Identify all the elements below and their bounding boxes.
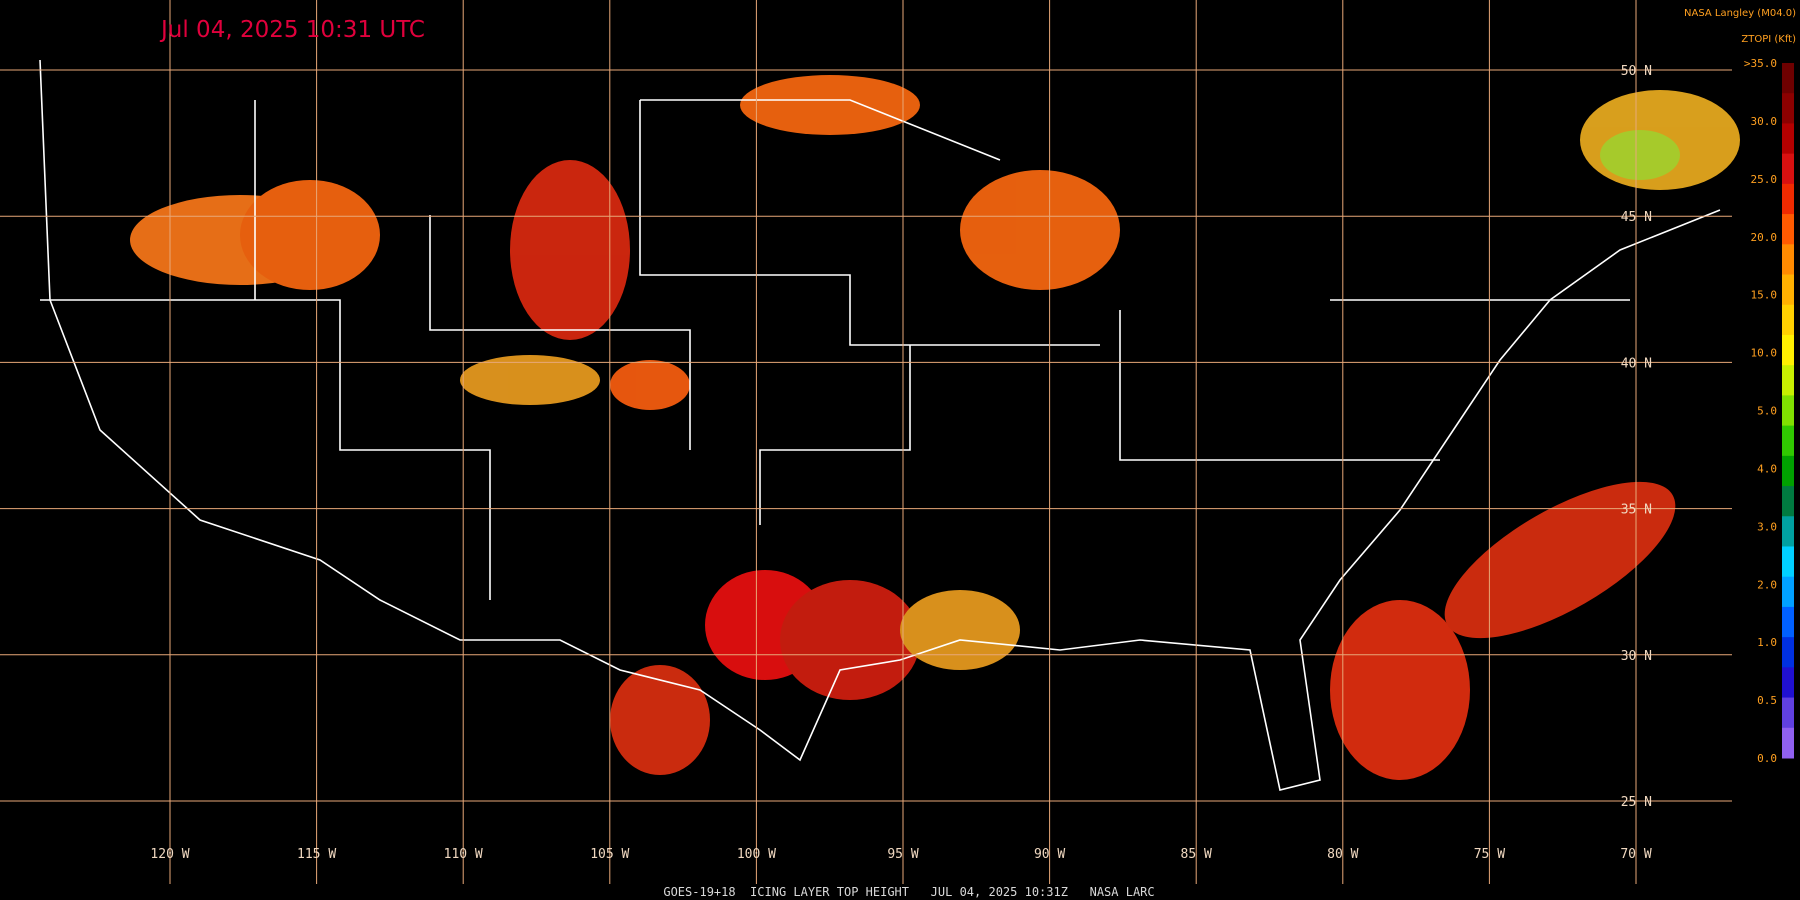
colorbar-label: 30.0	[1751, 115, 1778, 128]
longitude-label: 120 W	[150, 847, 189, 862]
colorbar-label: 10.0	[1751, 347, 1778, 360]
colorbar-segment	[1782, 334, 1794, 366]
colorbar-segment	[1782, 244, 1794, 276]
timestamp: Jul 04, 2025 10:31 UTC	[159, 17, 425, 43]
colorbar-segment	[1782, 576, 1794, 608]
footer-caption: GOES-19+18 ICING LAYER TOP HEIGHT JUL 04…	[663, 885, 1154, 899]
state-lines	[40, 99, 1630, 600]
coastline	[39, 59, 1721, 791]
colorbar-label: 0.0	[1757, 752, 1777, 765]
longitude-label: 115 W	[297, 847, 336, 862]
colorbar-segment	[1782, 365, 1794, 396]
longitude-label: 90 W	[1034, 847, 1065, 862]
longitude-label: 75 W	[1474, 847, 1505, 862]
colorbar-segment	[1782, 455, 1794, 487]
longitude-label: 95 W	[887, 847, 918, 862]
colorbar-segment	[1782, 395, 1794, 427]
colorbar-segment	[1782, 516, 1794, 547]
colorbar-segment	[1782, 274, 1794, 306]
colorbar-segment	[1782, 667, 1794, 699]
colorbar-segment	[1782, 637, 1794, 668]
cloud	[1600, 130, 1680, 180]
colorbar-label: 0.5	[1757, 694, 1777, 707]
longitude-label: 100 W	[737, 847, 776, 862]
colorbar-segment	[1782, 546, 1794, 578]
cloud	[740, 75, 920, 135]
cloud	[780, 580, 920, 700]
colorbar-segment	[1782, 697, 1794, 729]
longitude-label: 85 W	[1181, 847, 1212, 862]
colorbar-segment	[1782, 153, 1794, 185]
colorbar-segment	[1782, 93, 1794, 124]
colorbar-segment	[1782, 486, 1794, 517]
colorbar-segment	[1782, 183, 1794, 215]
cloud-field	[130, 75, 1740, 780]
longitude-label: 105 W	[590, 847, 629, 862]
cloud	[510, 160, 630, 340]
colorbar-label: 15.0	[1751, 289, 1778, 302]
cloud	[240, 180, 380, 290]
cloud	[610, 360, 690, 410]
longitude-label: 70 W	[1620, 847, 1651, 862]
colorbar-label: >35.0	[1744, 57, 1777, 70]
cloud	[610, 665, 710, 775]
cloud	[1444, 481, 1676, 639]
colorbar-label: 4.0	[1757, 462, 1777, 475]
colorbar-label: 2.0	[1757, 578, 1777, 591]
product-label: ZTOPI (Kft)	[1741, 34, 1796, 45]
colorbar-label: 20.0	[1751, 231, 1778, 244]
colorbar-segment	[1782, 606, 1794, 638]
cloud	[1330, 600, 1470, 780]
source-label: NASA Langley (M04.0)	[1684, 8, 1796, 19]
colorbar-segment	[1782, 63, 1794, 94]
colorbar-segment	[1782, 214, 1794, 245]
cloud	[900, 590, 1020, 670]
colorbar-label: 25.0	[1751, 173, 1778, 186]
cloud	[960, 170, 1120, 290]
longitude-label: 110 W	[444, 847, 483, 862]
colorbar-segment	[1782, 425, 1794, 457]
colorbar-label: 5.0	[1757, 405, 1777, 418]
colorbar-segment	[1782, 304, 1794, 336]
colorbar-label: 1.0	[1757, 636, 1777, 649]
cloud	[460, 355, 600, 405]
boundaries	[39, 59, 1721, 791]
colorbar-label: 3.0	[1757, 520, 1777, 533]
colorbar-segment	[1782, 123, 1794, 155]
colorbar-segment	[1782, 727, 1794, 759]
colorbar: >35.0 30.0 25.0 20.0 15.0 10.0 5.0 4.0 3.0 2.0 1.0…	[1744, 57, 1794, 765]
longitude-label: 80 W	[1327, 847, 1358, 862]
